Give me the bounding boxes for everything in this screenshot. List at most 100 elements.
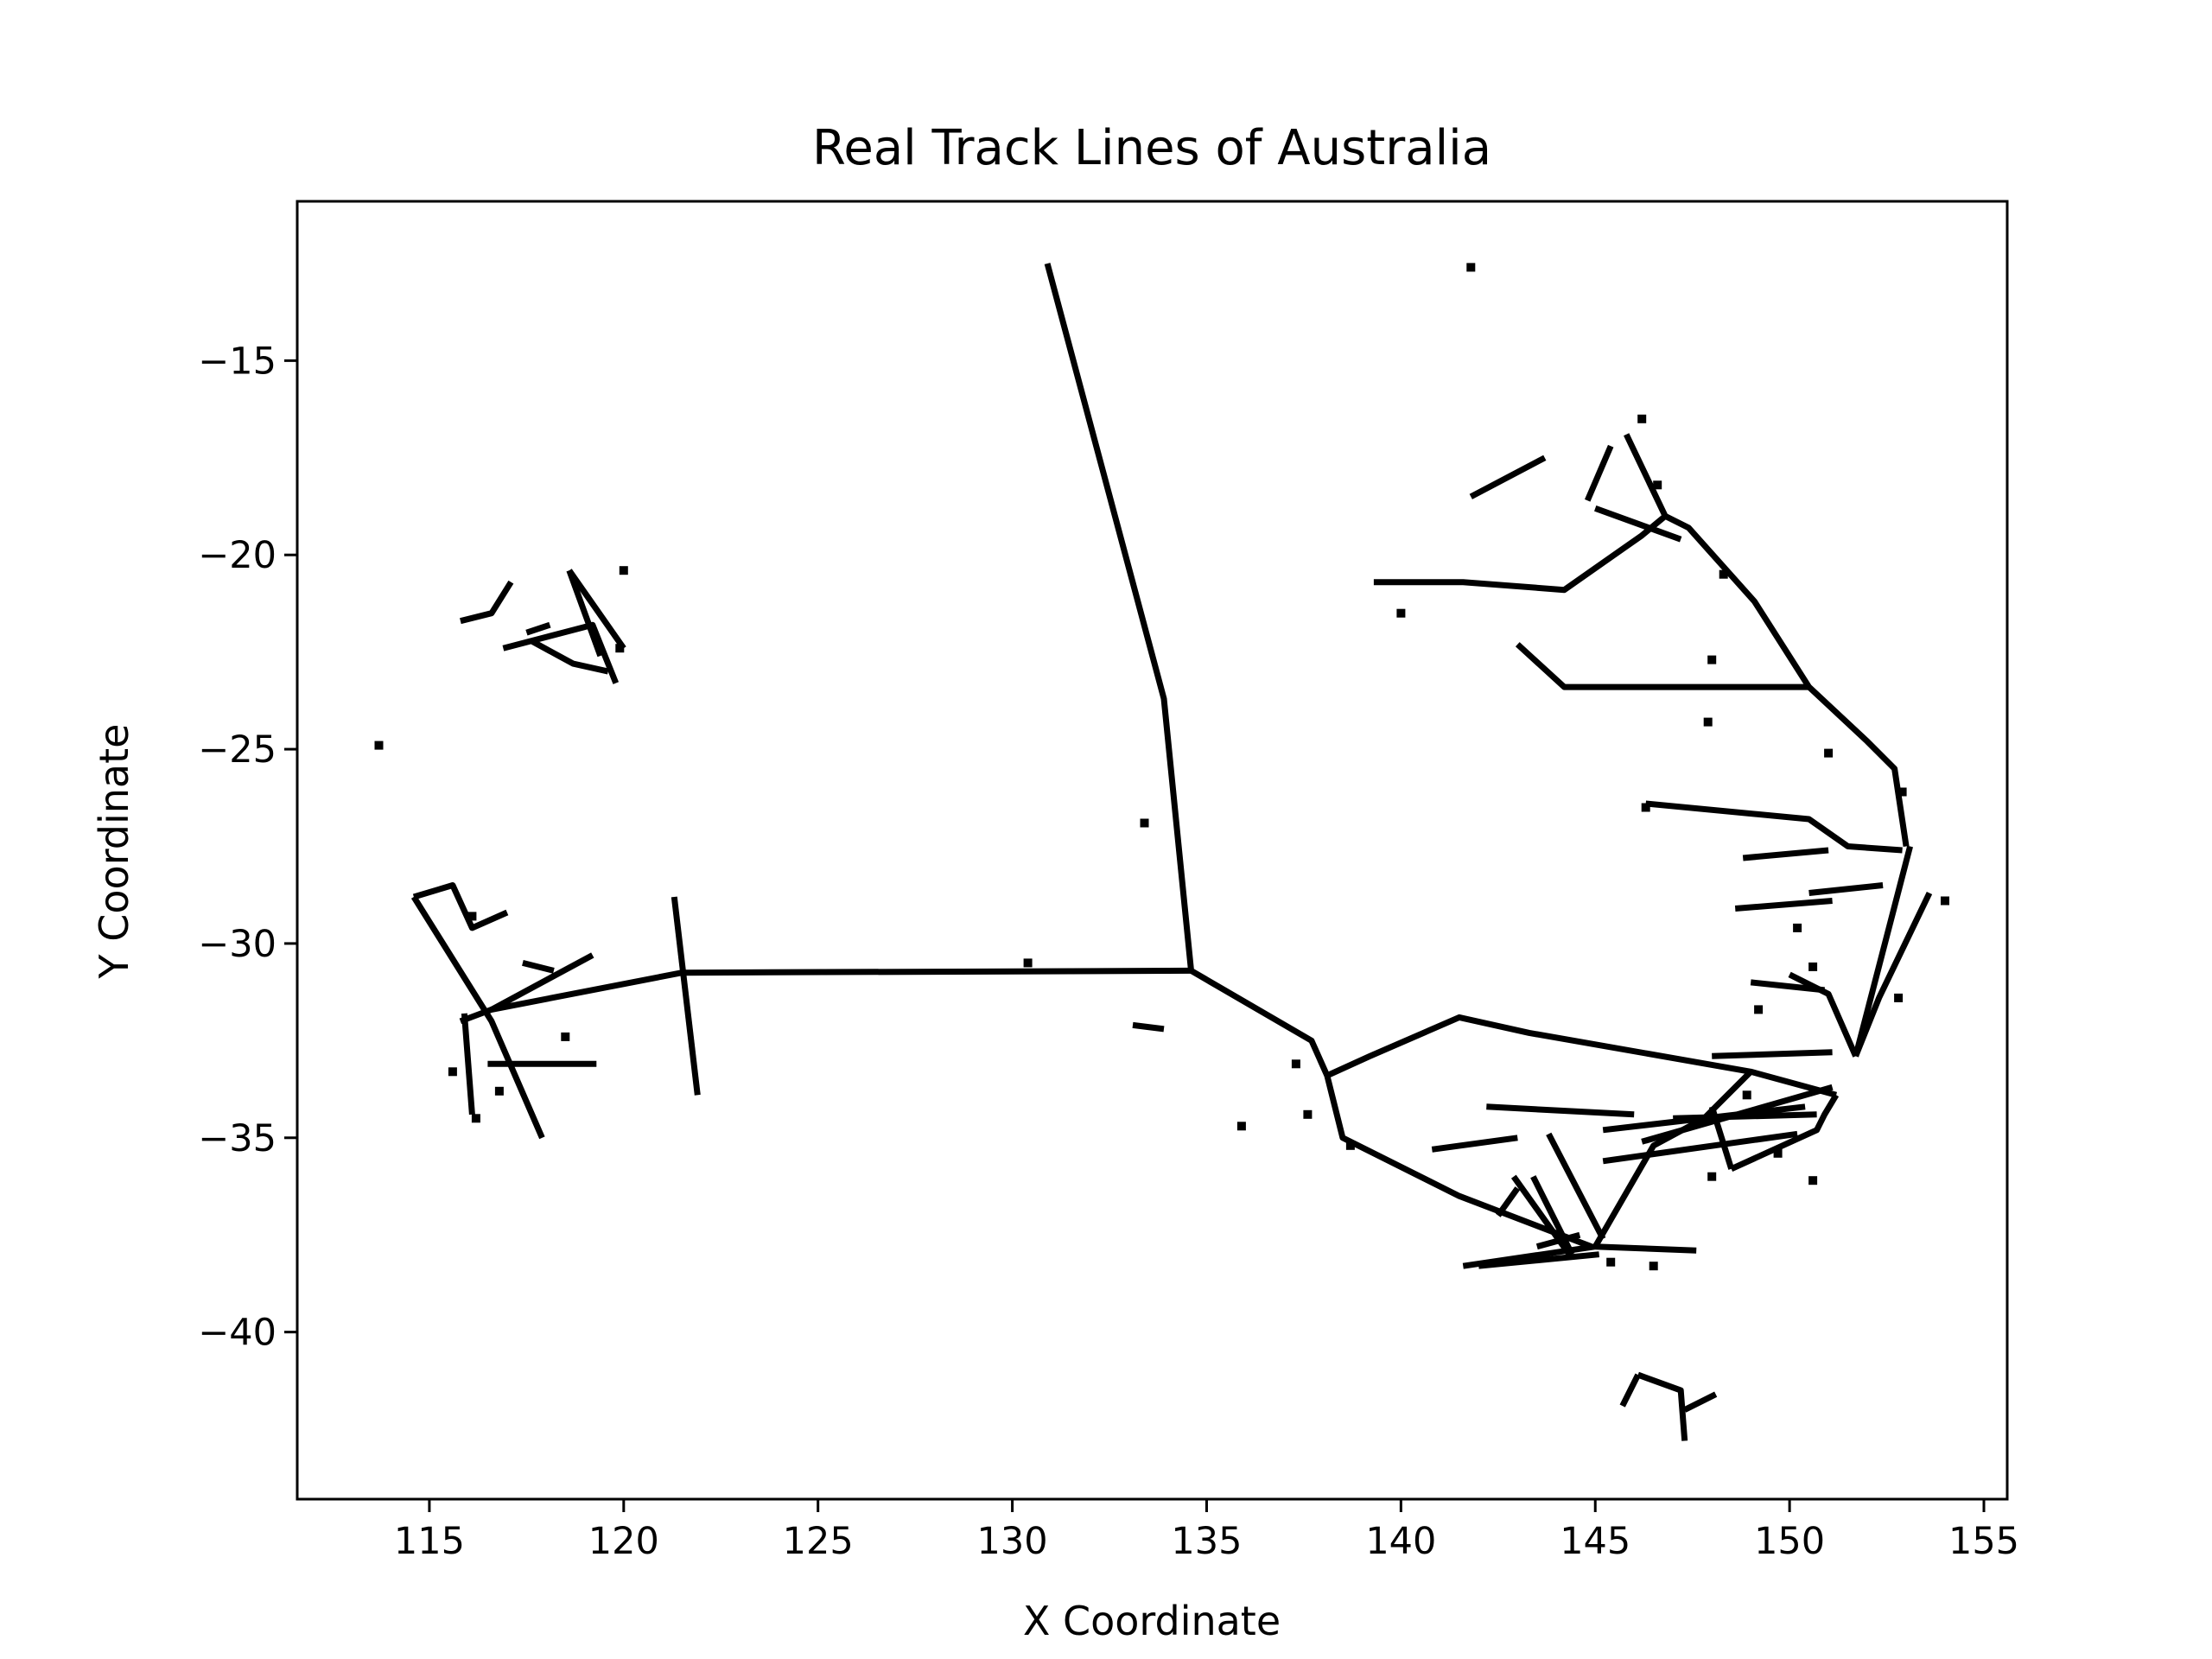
track-fragment-20 <box>1641 803 1650 812</box>
track-line-5 <box>412 882 509 931</box>
track-fragment-34 <box>1897 787 1907 797</box>
track-fragment-22 <box>1773 1148 1783 1158</box>
track-line-45 <box>460 580 514 625</box>
track-line-25 <box>1469 454 1547 499</box>
track-fragment-1 <box>1466 263 1476 272</box>
track-line-21 <box>1645 800 1903 854</box>
track-line-51 <box>1132 1021 1165 1033</box>
track-line-6 <box>410 895 545 1140</box>
track-line-37 <box>1431 1135 1518 1153</box>
track-line-24 <box>1594 505 1682 543</box>
track-fragment-25 <box>1606 1257 1616 1267</box>
track-line-18 <box>1750 979 1825 994</box>
track-line-36 <box>1510 1174 1575 1261</box>
track-fragment-28 <box>494 1086 504 1096</box>
y-axis: −15 −20 −25 −30 −35 −40 <box>198 340 297 1355</box>
track-fragment-29 <box>561 1032 570 1041</box>
track-fragment-10 <box>1345 1141 1355 1150</box>
track-fragment-27 <box>448 1067 457 1077</box>
track-line-44 <box>1683 1391 1718 1413</box>
track-line-32 <box>1602 1130 1798 1165</box>
track-line-43 <box>1637 1371 1688 1441</box>
track-line-48 <box>566 569 626 651</box>
track-fragment-5 <box>619 566 628 575</box>
track-line-9 <box>461 1013 475 1116</box>
track-fragment-12 <box>1653 480 1662 490</box>
track-line-26 <box>1584 444 1614 502</box>
y-tick-label: −35 <box>198 1117 276 1160</box>
plot-frame <box>296 200 2009 1501</box>
track-fragment-4 <box>1023 958 1033 968</box>
track-line-28 <box>1742 847 1829 861</box>
y-tick-label: −40 <box>198 1312 276 1355</box>
track-line-17 <box>1788 971 1859 1058</box>
series-layer <box>410 263 1933 1441</box>
track-line-3 <box>671 896 701 1096</box>
track-fragment-8 <box>1291 1059 1300 1069</box>
track-line-50 <box>525 621 551 636</box>
track-line-47 <box>529 638 609 675</box>
track-fragment-18 <box>1894 993 1904 1002</box>
track-fragment-16 <box>1824 748 1834 758</box>
track-line-49 <box>566 569 604 658</box>
plot-area <box>374 263 1949 1441</box>
y-tick-label: −15 <box>198 340 276 383</box>
track-line-1 <box>1044 263 1592 1249</box>
track-fragment-13 <box>1719 569 1728 579</box>
track-fragment-33 <box>1742 1090 1751 1100</box>
x-axis-label: X Coordinate <box>1023 1598 1281 1644</box>
x-tick-label: 115 <box>394 1520 465 1563</box>
track-line-19 <box>1853 891 1933 1058</box>
track-fragment-6 <box>615 644 625 653</box>
track-line-16 <box>1853 845 1913 1058</box>
track-line-34 <box>1462 1243 1697 1269</box>
x-tick-label: 135 <box>1171 1520 1242 1563</box>
track-fragment-15 <box>1703 717 1713 727</box>
points-layer <box>374 263 1949 1271</box>
track-fragment-31 <box>1754 1005 1764 1014</box>
x-axis: 115 120 125 130 135 140 145 150 155 <box>394 1499 2019 1563</box>
track-line-4 <box>490 952 594 1013</box>
track-fragment-23 <box>1707 1172 1717 1181</box>
track-line-35 <box>1478 1251 1600 1269</box>
track-line-29 <box>1734 898 1833 912</box>
y-axis-label: Y Coordinate <box>91 724 137 980</box>
x-tick-label: 155 <box>1948 1520 2019 1563</box>
track-fragment-32 <box>1808 962 1818 971</box>
track-line-31 <box>1602 1103 1806 1134</box>
track-line-2 <box>459 967 1192 1025</box>
track-fragment-35 <box>1637 414 1647 423</box>
x-tick-label: 150 <box>1754 1520 1825 1563</box>
x-tick-label: 140 <box>1365 1520 1436 1563</box>
track-line-15 <box>1712 1049 1833 1059</box>
track-fragment-11 <box>1396 608 1406 618</box>
track-fragment-9 <box>1303 1109 1313 1119</box>
track-fragment-24 <box>1649 1262 1658 1271</box>
track-line-20 <box>1624 433 1910 848</box>
track-fragment-7 <box>1236 1122 1246 1131</box>
x-tick-label: 130 <box>977 1520 1048 1563</box>
track-fragment-30 <box>467 912 477 921</box>
track-fragment-3 <box>1140 818 1149 828</box>
track-line-8 <box>522 960 555 974</box>
track-fragment-14 <box>1707 655 1717 664</box>
y-tick-label: −25 <box>198 728 276 772</box>
track-line-41 <box>1535 1231 1581 1250</box>
track-line-42 <box>1619 1373 1641 1408</box>
track-fragment-26 <box>471 1114 480 1123</box>
track-line-38 <box>1546 1132 1606 1241</box>
x-tick-label: 125 <box>783 1520 854 1563</box>
track-fragment-21 <box>1808 1176 1818 1185</box>
x-tick-label: 145 <box>1560 1520 1630 1563</box>
track-fragment-2 <box>374 741 384 750</box>
track-line-33 <box>1708 1105 1735 1170</box>
track-line-40 <box>1495 1186 1521 1217</box>
x-tick-label: 120 <box>588 1520 659 1563</box>
track-line-14 <box>1486 1103 1635 1118</box>
track-line-10 <box>1325 1014 1838 1098</box>
track-line-27 <box>1808 882 1884 896</box>
track-line-22 <box>1515 642 1809 690</box>
chart-title: Real Track Lines of Australia <box>812 120 1491 176</box>
